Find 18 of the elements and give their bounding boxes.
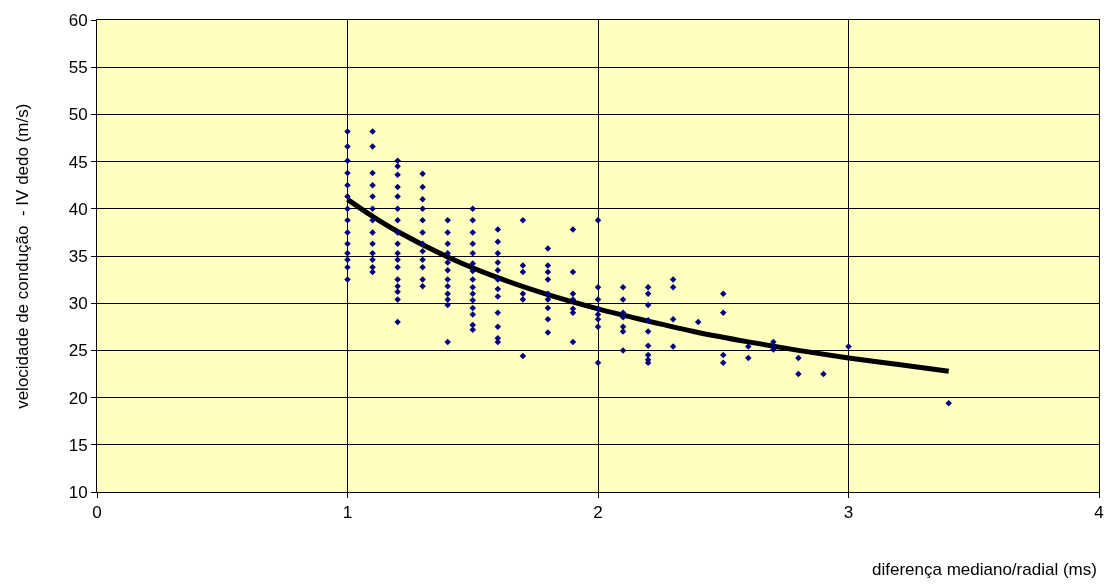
y-tick-label: 30 bbox=[68, 294, 88, 314]
y-tick-label: 15 bbox=[68, 435, 88, 455]
y-tick-label: 20 bbox=[68, 388, 88, 408]
y-tick-label: 60 bbox=[68, 10, 88, 30]
y-tick-label: 35 bbox=[68, 246, 88, 266]
x-tick-label: 3 bbox=[843, 503, 854, 523]
y-tick-label: 10 bbox=[68, 482, 88, 502]
y-tick-label: 45 bbox=[68, 152, 88, 172]
y-tick-label: 40 bbox=[68, 199, 88, 219]
x-tick-label: 4 bbox=[1094, 503, 1104, 523]
y-tick-label: 55 bbox=[68, 58, 88, 78]
x-tick-label: 0 bbox=[92, 503, 102, 523]
x-tick-label: 2 bbox=[593, 503, 603, 523]
x-tick-label: 1 bbox=[342, 503, 353, 523]
x-axis-title: diferença mediano/radial (ms) bbox=[872, 560, 1097, 579]
y-axis-title: velocidade de condução - IV dedo (m/s) bbox=[12, 103, 32, 409]
y-tick-label: 50 bbox=[68, 105, 88, 125]
y-tick-label: 25 bbox=[68, 341, 88, 361]
